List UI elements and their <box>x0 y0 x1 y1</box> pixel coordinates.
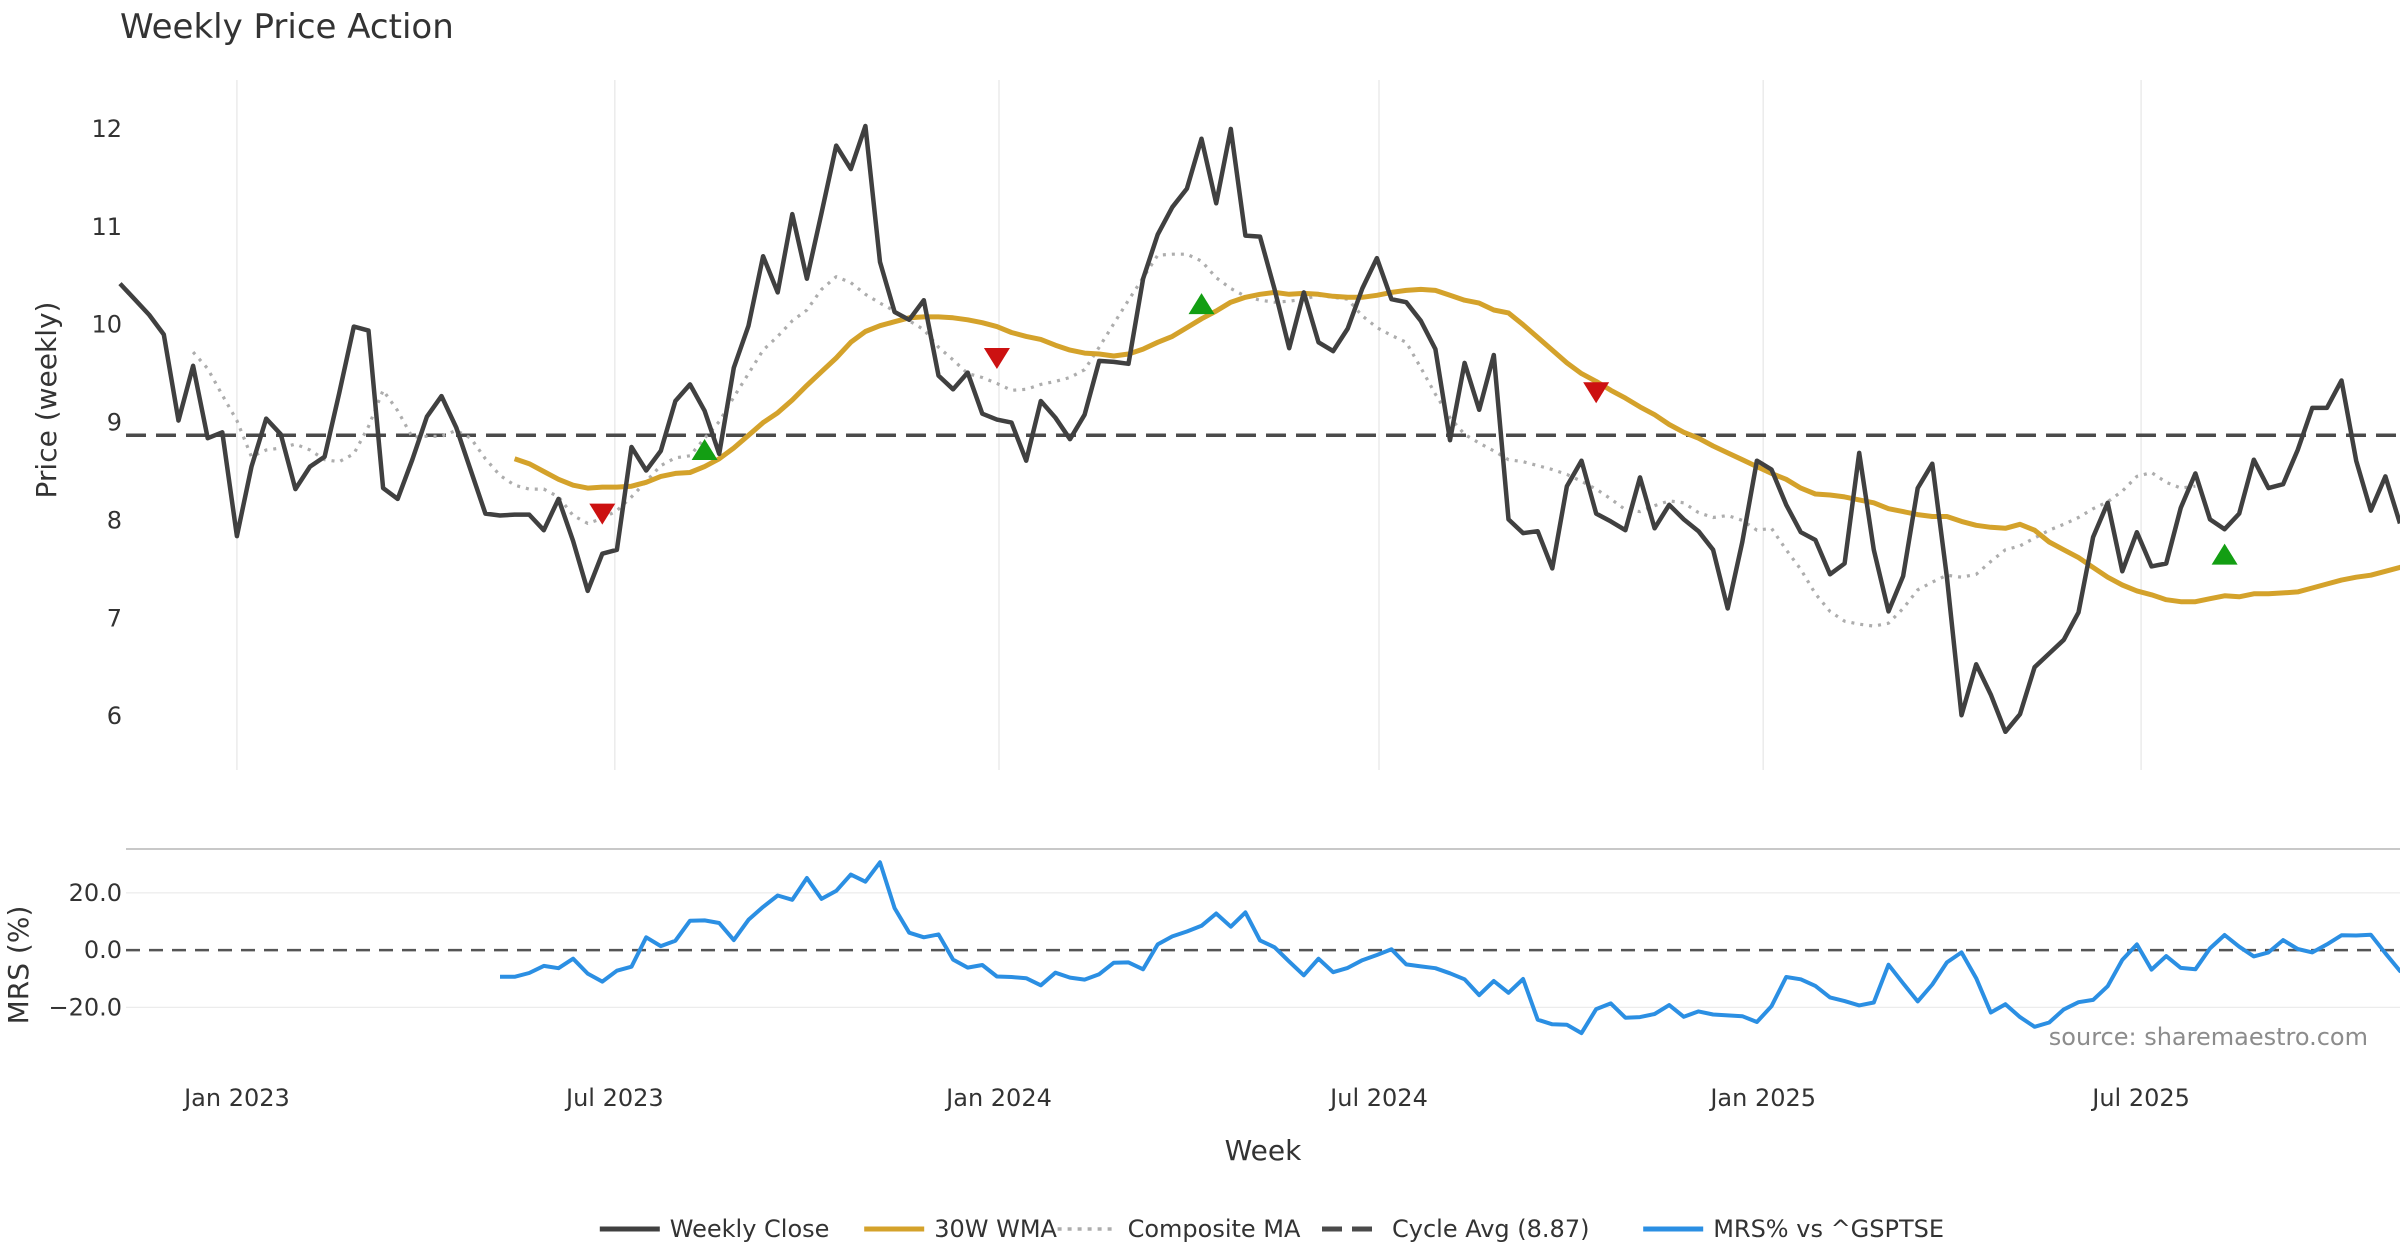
x-tick-label: Jul 2023 <box>564 1084 664 1112</box>
mrs-panel: 20.0 0.0 −20.0 MRS (%) source: sharemaestr… <box>2 860 2400 1051</box>
series-line-1 <box>513 286 2400 605</box>
series-line-0 <box>191 252 2196 628</box>
x-tick-label: Jul 2025 <box>2090 1084 2190 1112</box>
x-tick-label: Jan 2024 <box>944 1084 1052 1112</box>
sell-signal-marker <box>589 503 616 525</box>
price-y-tick-label: 9 <box>107 409 122 437</box>
mrs-y-axis-label: MRS (%) <box>2 906 35 1025</box>
price-y-tick-label: 11 <box>91 213 122 241</box>
buy-signal-marker <box>2211 543 2238 565</box>
price-y-ticks: 6 7 8 9 10 11 12 <box>91 115 122 730</box>
legend: Weekly Close 30W WMA Composite MA Cycle Avg… <box>599 1215 1944 1243</box>
sell-signal-marker <box>1583 382 1610 404</box>
legend-label: MRS% vs ^GSPTSE <box>1713 1215 1944 1243</box>
legend-label: 30W WMA <box>934 1215 1057 1243</box>
price-y-tick-label: 7 <box>107 604 122 632</box>
sell-signal-marker <box>983 347 1010 369</box>
price-panel: 6 7 8 9 10 11 12 Price (weekly) <box>30 80 2400 770</box>
x-tick-label: Jan 2023 <box>182 1084 290 1112</box>
mrs-y-tick-label: 20.0 <box>69 879 122 907</box>
legend-label: Composite MA <box>1128 1215 1301 1243</box>
legend-label: Cycle Avg (8.87) <box>1392 1215 1589 1243</box>
price-gridlines <box>236 80 2142 770</box>
buy-signal-marker <box>691 438 718 460</box>
x-axis-ticks: Jan 2023 Jul 2023 Jan 2024 Jul 2024 Jan 2025… <box>182 1084 2190 1112</box>
mrs-y-tick-label: 0.0 <box>84 936 122 964</box>
legend-label: Weekly Close <box>670 1215 830 1243</box>
series-line-0 <box>500 860 2400 1036</box>
price-y-tick-label: 6 <box>107 702 122 730</box>
mrs-y-ticks: 20.0 0.0 −20.0 <box>48 879 122 1021</box>
buy-signal-marker <box>1188 293 1215 315</box>
price-y-axis-label: Price (weekly) <box>30 302 63 499</box>
x-axis-label: Week <box>1225 1134 1302 1167</box>
price-y-tick-label: 10 <box>91 311 122 339</box>
price-y-tick-label: 12 <box>91 115 122 143</box>
price-series <box>118 123 2400 735</box>
series-line-2 <box>118 123 2400 735</box>
price-y-tick-label: 8 <box>107 506 122 534</box>
x-tick-label: Jan 2025 <box>1708 1084 1816 1112</box>
x-tick-label: Jul 2024 <box>1328 1084 1428 1112</box>
signal-markers <box>589 293 2238 565</box>
mrs-gridlines <box>126 892 2400 1008</box>
mrs-series <box>500 860 2400 1036</box>
source-note: source: sharemaestro.com <box>2049 1023 2368 1051</box>
chart-title: Weekly Price Action <box>120 7 454 47</box>
mrs-y-tick-label: −20.0 <box>48 993 122 1021</box>
